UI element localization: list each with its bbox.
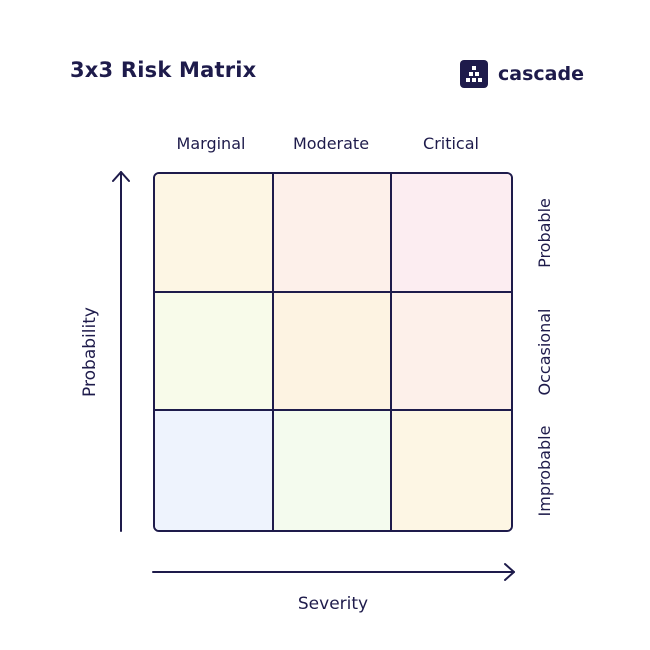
matrix-cell-probable-moderate bbox=[273, 174, 393, 293]
matrix-cell-probable-critical bbox=[392, 174, 511, 293]
matrix-cell-improbable-moderate bbox=[273, 411, 393, 530]
cascade-logo-icon bbox=[460, 60, 488, 88]
column-label-moderate: Moderate bbox=[292, 134, 370, 153]
brand-name: cascade bbox=[498, 63, 584, 85]
column-label-marginal: Marginal bbox=[176, 134, 246, 153]
y-axis-arrow bbox=[112, 171, 130, 532]
page-title: 3x3 Risk Matrix bbox=[70, 58, 257, 82]
brand: cascade bbox=[460, 60, 584, 88]
matrix-cell-occasional-critical bbox=[392, 292, 511, 412]
matrix-cell-probable-marginal bbox=[155, 174, 274, 293]
matrix-cell-improbable-critical bbox=[392, 411, 511, 530]
x-axis-title: Severity bbox=[297, 594, 369, 614]
risk-matrix-grid bbox=[153, 172, 513, 532]
y-axis-title: Probability bbox=[80, 307, 100, 397]
matrix-cell-occasional-moderate bbox=[273, 292, 393, 412]
matrix-cell-improbable-marginal bbox=[155, 411, 274, 530]
matrix-cell-occasional-marginal bbox=[155, 292, 274, 412]
column-label-critical: Critical bbox=[423, 134, 479, 153]
x-axis-arrow bbox=[152, 563, 515, 581]
